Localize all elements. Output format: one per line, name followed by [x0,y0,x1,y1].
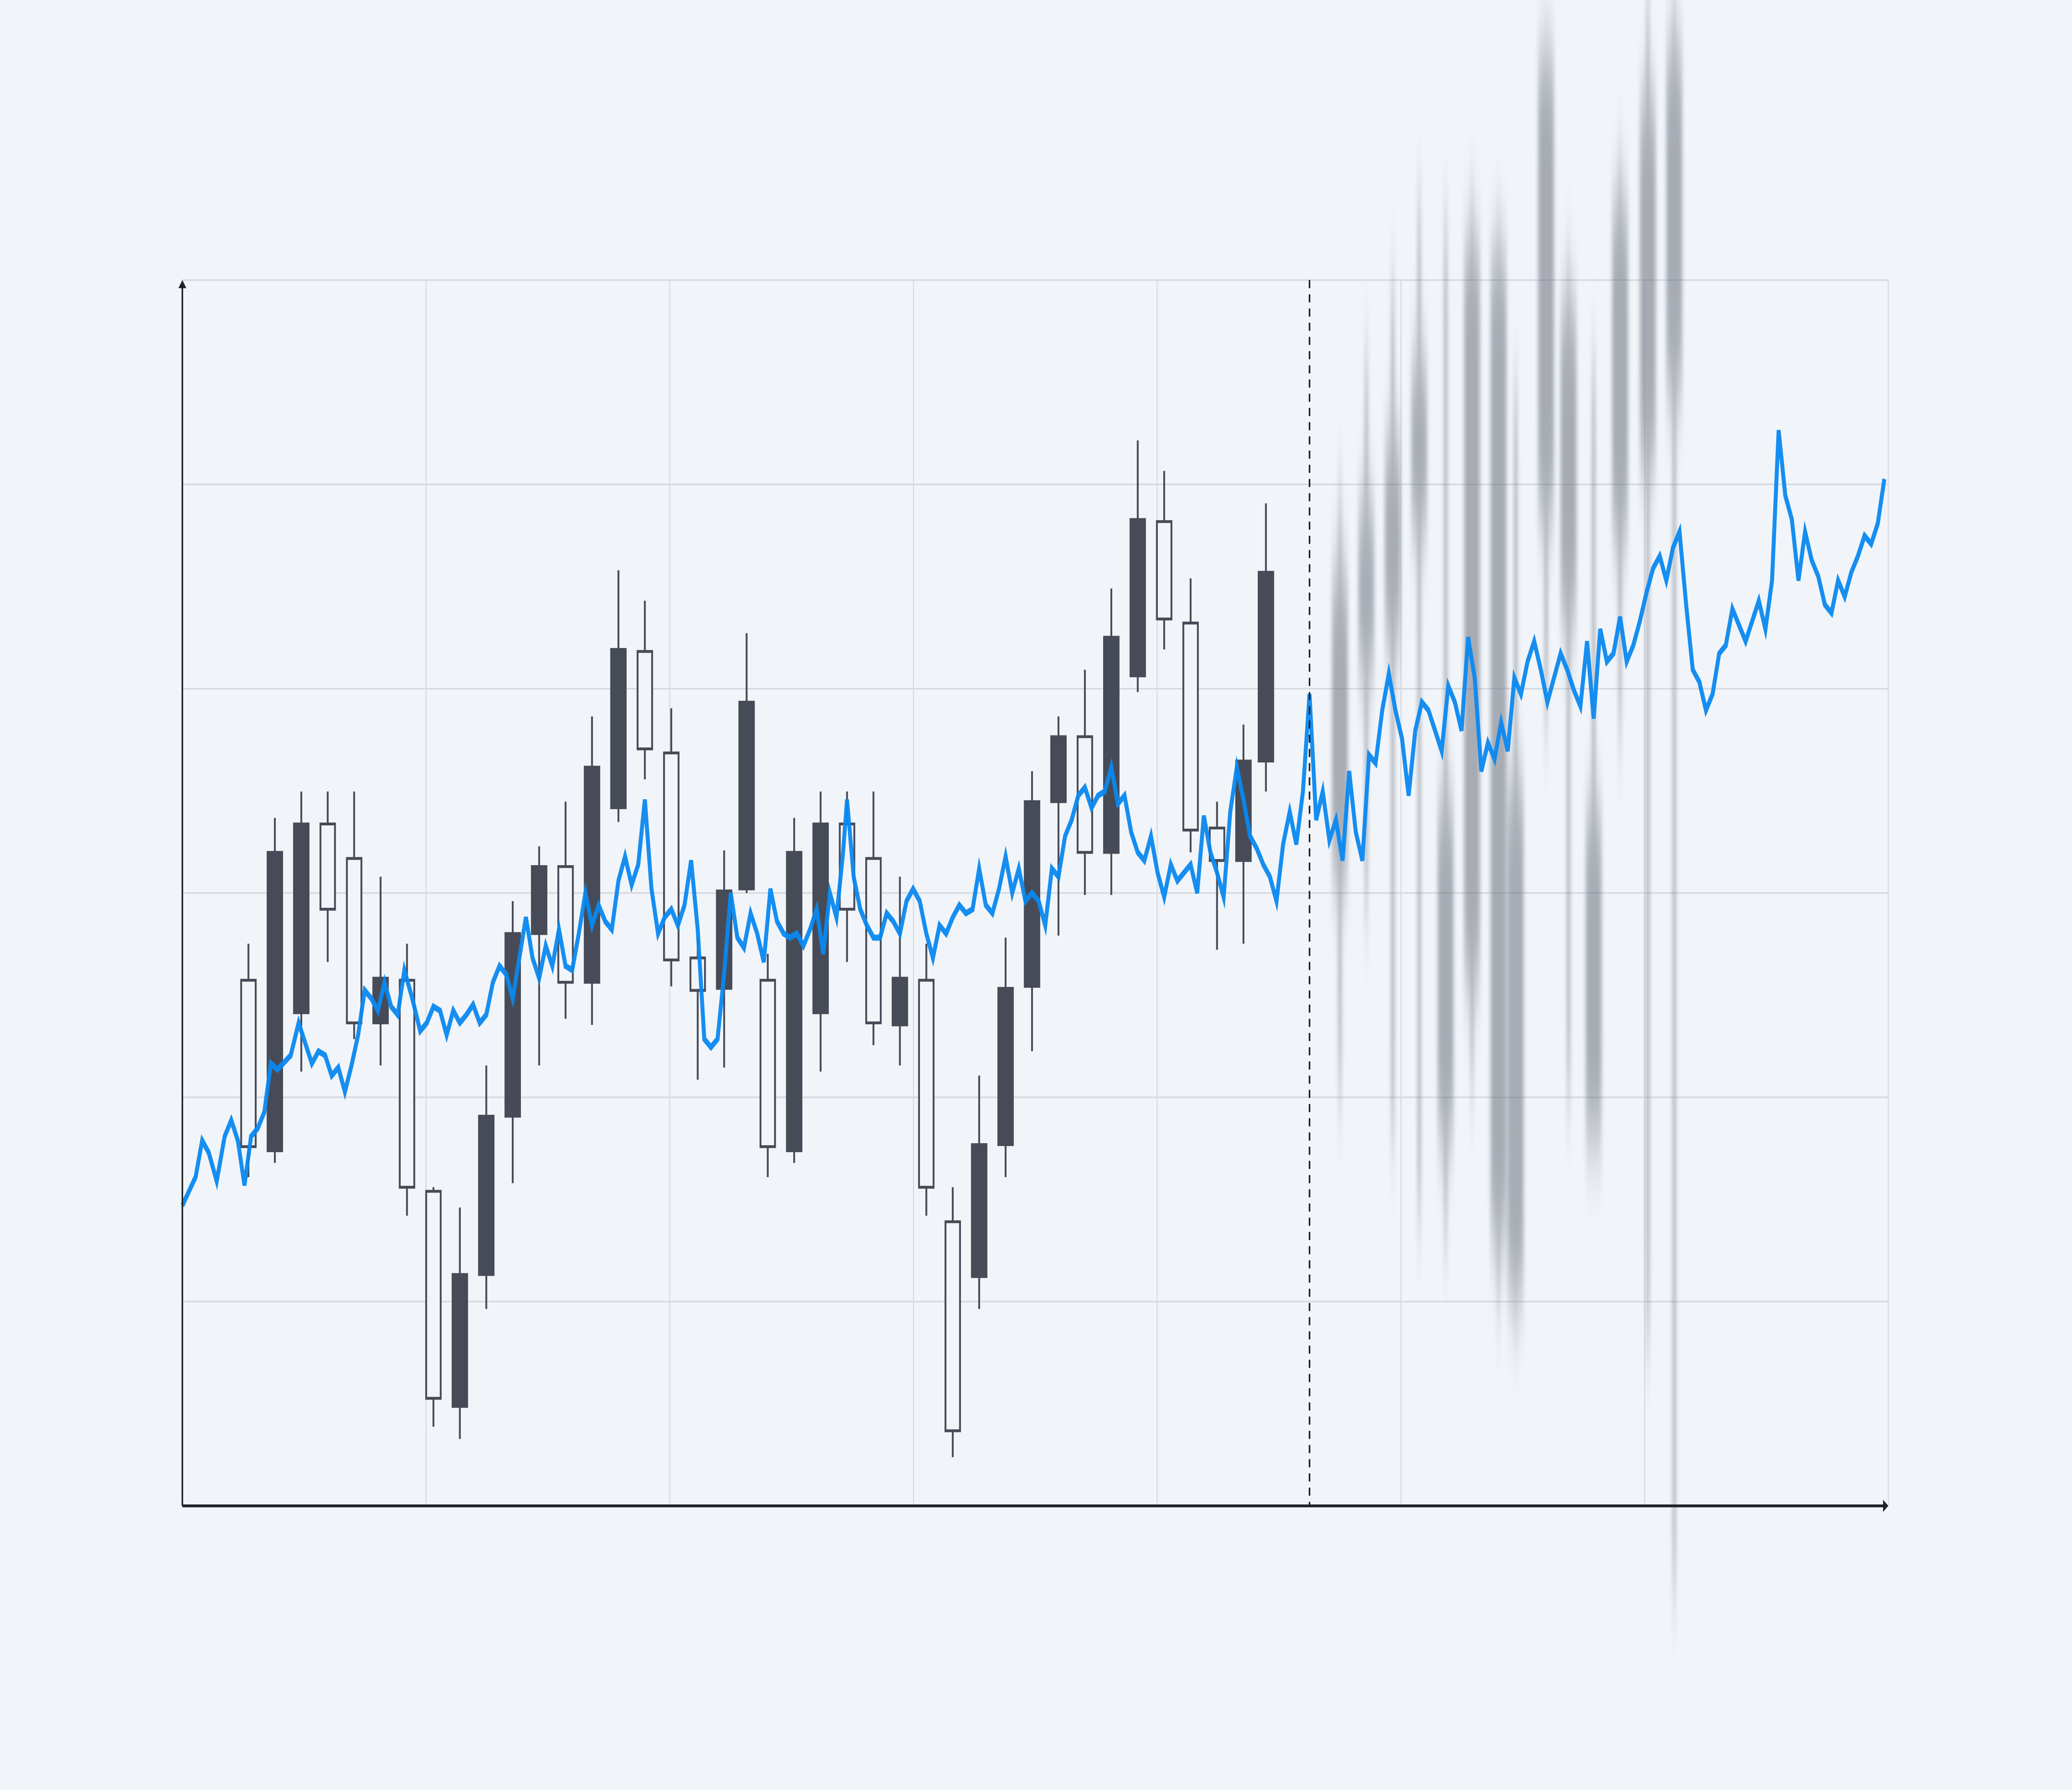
forecast-candle-body [1464,247,1480,978]
candle-body [944,1220,961,1432]
candle-body [891,977,908,1026]
forecast-candle-body [1411,365,1427,528]
gridlines [182,279,1889,1507]
price-line [181,430,1886,1207]
axes [178,280,1888,1512]
forecast-candle-body [1358,507,1375,670]
candle-body [997,987,1014,1146]
candle-body [610,648,627,809]
forecast-candle-body [1438,803,1454,1134]
candle-body [320,822,336,911]
forecast-candles [1332,0,1682,1587]
candle-body [1129,518,1146,677]
y-axis-arrow-icon [178,280,186,288]
candle-body [637,650,653,750]
candles [240,440,1274,1457]
forecast-candle-body [1612,207,1628,536]
candle-body [1182,622,1199,832]
forecast-candle-body [1640,103,1656,463]
candle-body [1050,735,1067,803]
candle-body [346,857,363,1024]
candle-body [531,865,547,935]
forecast-candle-body [1560,308,1577,619]
candle-body [786,851,803,1152]
candle-body [759,979,776,1148]
candle-body [399,979,415,1189]
candle-body [1156,520,1173,621]
candle-body [971,1143,988,1278]
forecast-candle-body [1385,442,1401,639]
candle-body [425,1190,442,1400]
forecast-candle-body [1666,51,1682,392]
candle-body [583,766,600,984]
candle-body [240,979,257,1148]
candle-body [478,1115,495,1276]
forecast-candle-body [1585,812,1602,1137]
candle-body [1258,571,1274,763]
candle-body [293,822,310,1014]
forecast-candle-body [1508,783,1524,1289]
candle-body [451,1273,468,1408]
price-line-group [181,430,1886,1207]
candle-body [738,701,755,890]
candle-body [266,851,283,1152]
candle-body [1103,636,1120,854]
x-axis-arrow-icon [1883,1500,1888,1512]
candle-body [918,979,935,1189]
forecast-candle-body [1538,60,1554,516]
candle-body [663,751,680,962]
